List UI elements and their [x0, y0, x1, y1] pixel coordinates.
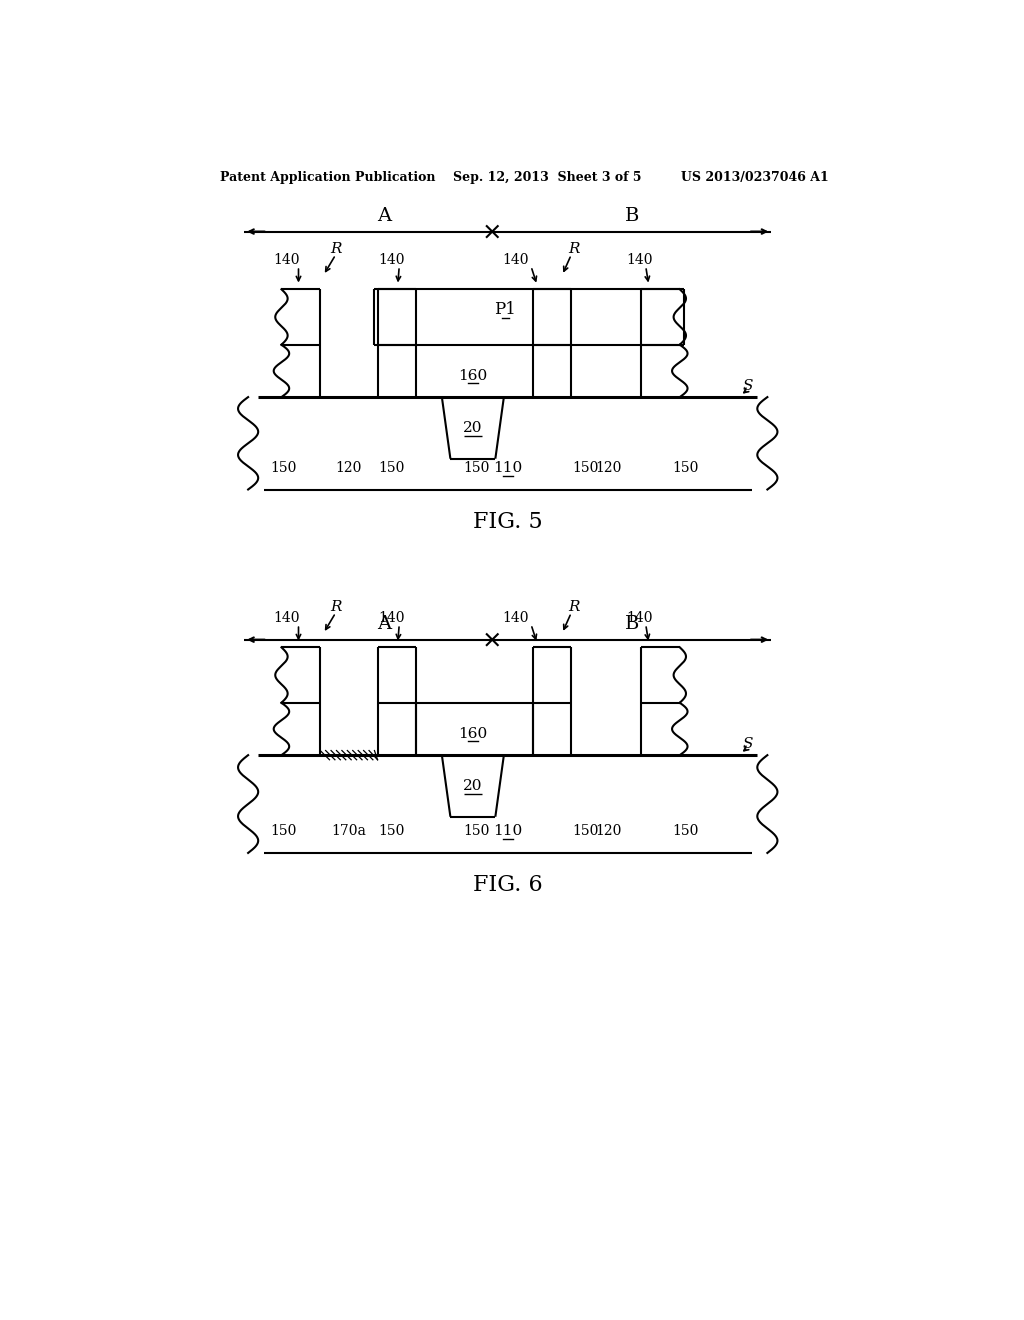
Text: 140: 140 [502, 611, 528, 626]
Text: 150: 150 [572, 461, 598, 475]
Text: 150: 150 [464, 825, 489, 838]
Text: B: B [625, 207, 639, 226]
Text: 140: 140 [627, 253, 652, 267]
Text: 120: 120 [595, 825, 622, 838]
Text: 140: 140 [627, 611, 652, 626]
Text: 160: 160 [459, 726, 487, 741]
Text: 150: 150 [269, 461, 296, 475]
Text: 120: 120 [595, 461, 622, 475]
Text: 140: 140 [378, 253, 404, 267]
Text: A: A [377, 615, 391, 634]
Text: Patent Application Publication    Sep. 12, 2013  Sheet 3 of 5         US 2013/02: Patent Application Publication Sep. 12, … [220, 172, 829, 185]
Text: 150: 150 [572, 825, 598, 838]
Text: A: A [377, 207, 391, 226]
Text: R: R [330, 243, 341, 256]
Text: 140: 140 [273, 611, 300, 626]
Text: 170a: 170a [332, 825, 367, 838]
Text: 120: 120 [336, 461, 362, 475]
Text: 20: 20 [463, 779, 482, 793]
Text: S: S [742, 737, 754, 751]
Text: 150: 150 [269, 825, 296, 838]
Text: 140: 140 [502, 253, 528, 267]
Text: 150: 150 [464, 461, 489, 475]
Text: B: B [625, 615, 639, 634]
Text: 110: 110 [494, 461, 522, 475]
Text: R: R [568, 243, 580, 256]
Text: 150: 150 [673, 461, 699, 475]
Text: 140: 140 [273, 253, 300, 267]
Text: 150: 150 [673, 825, 699, 838]
Text: S: S [742, 379, 754, 392]
Text: R: R [568, 601, 580, 614]
Text: 150: 150 [378, 825, 404, 838]
Text: 20: 20 [463, 421, 482, 434]
Text: 160: 160 [459, 368, 487, 383]
Text: P1: P1 [495, 301, 516, 318]
Text: 140: 140 [378, 611, 404, 626]
Text: R: R [330, 601, 341, 614]
Text: FIG. 5: FIG. 5 [473, 511, 543, 533]
Text: FIG. 6: FIG. 6 [473, 874, 543, 896]
Text: 110: 110 [494, 825, 522, 838]
Text: 150: 150 [378, 461, 404, 475]
